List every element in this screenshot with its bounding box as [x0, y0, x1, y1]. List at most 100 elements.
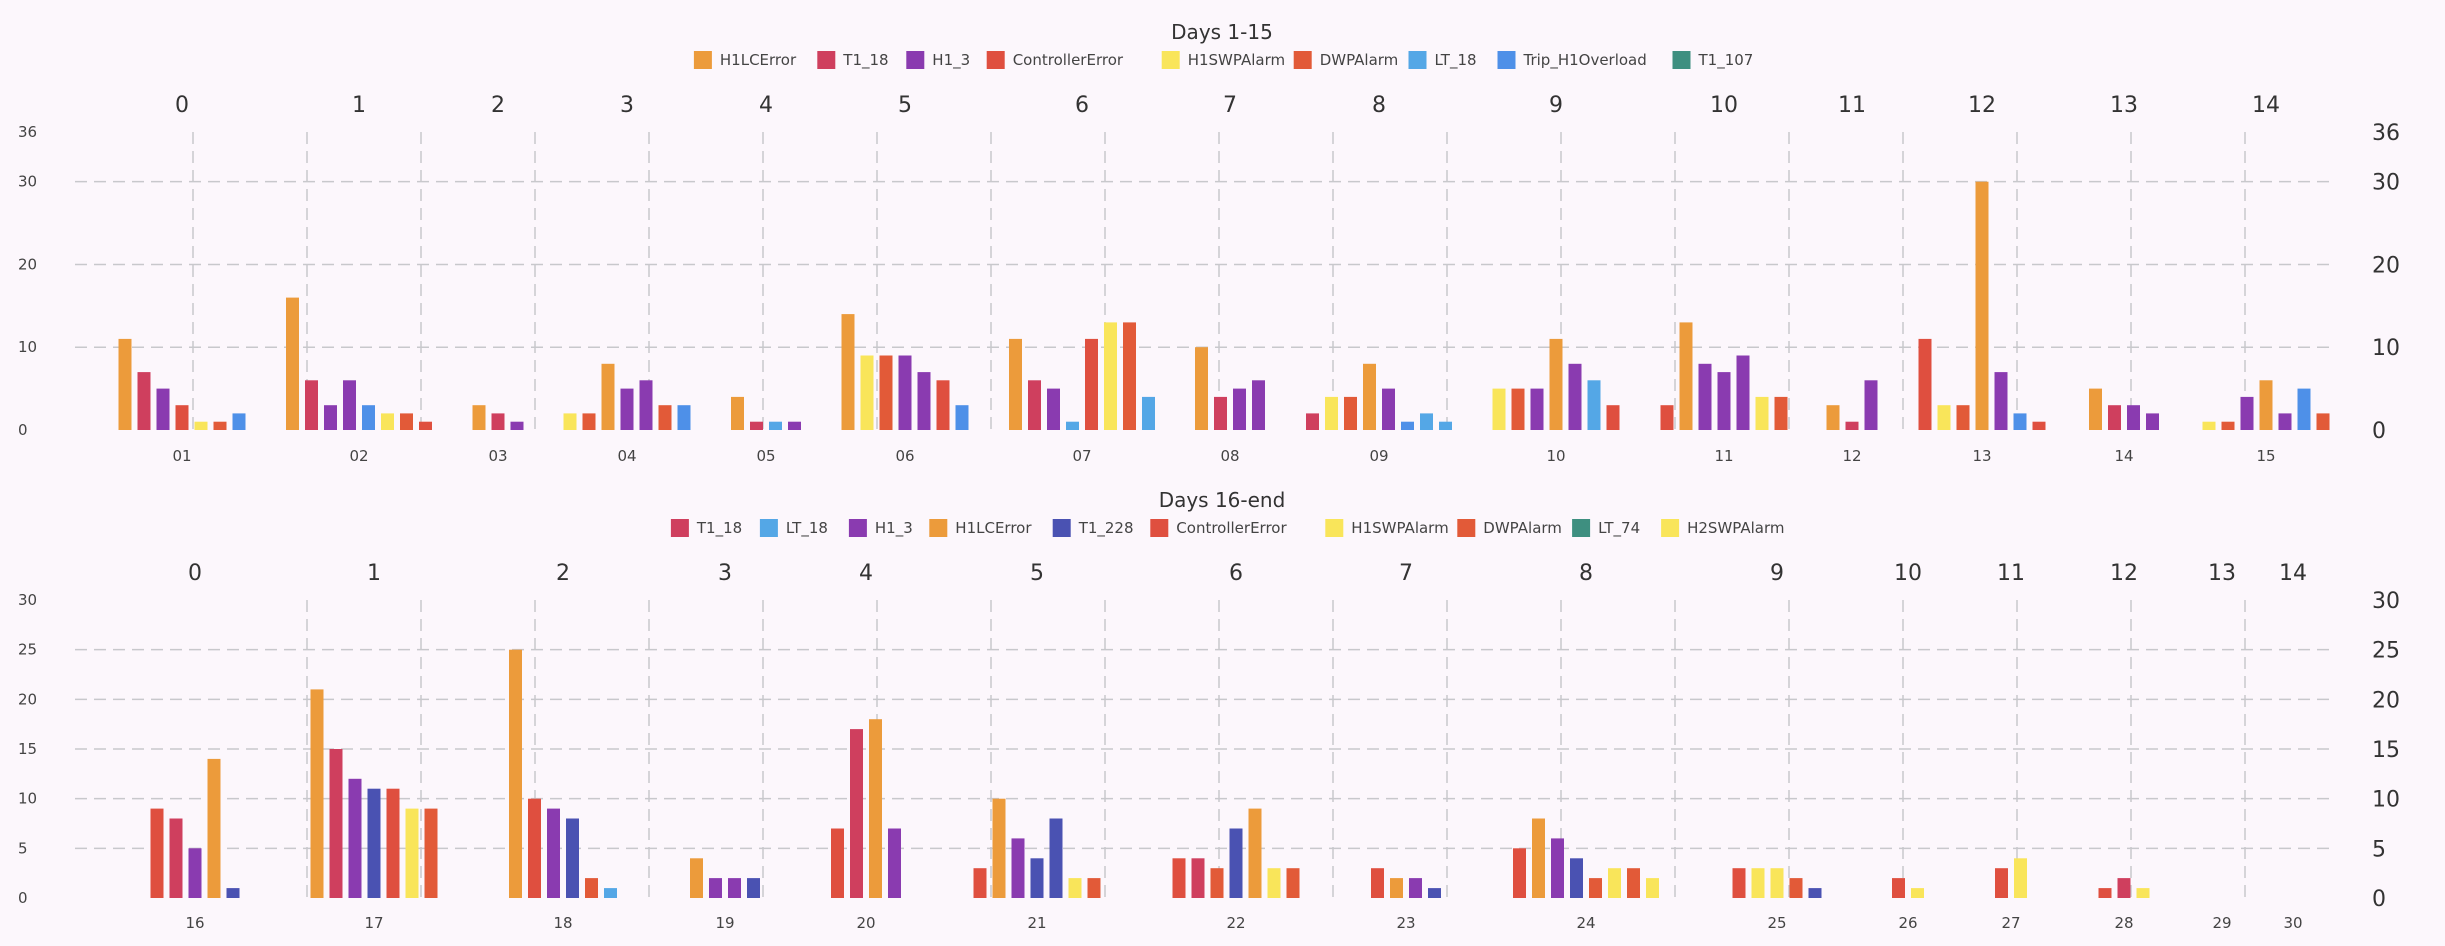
y-tick-right: 20 — [2372, 688, 2400, 713]
legend-label: T1_228 — [1078, 519, 1134, 538]
bar-09-h1lcerror — [1363, 363, 1376, 430]
bar-24-h1lcerror — [1532, 818, 1545, 898]
x-tick-top: 8 — [1579, 561, 1593, 586]
bar-13-dwpalarm — [1956, 405, 1970, 430]
bar-24-dwpalarm — [1627, 868, 1640, 898]
bar-20-h1lcerror — [869, 719, 882, 898]
x-tick-top: 12 — [1968, 93, 1996, 118]
legend-item-h1_3[interactable]: H1_3 — [848, 519, 913, 538]
legend-swatch — [1497, 51, 1516, 69]
bar-25-t1_228 — [1808, 888, 1822, 898]
bar-13-h1_3 — [1994, 372, 2008, 430]
bar-20-t1_18 — [850, 729, 863, 898]
bar-08-h1_3 — [1252, 380, 1265, 430]
bar-04-dwpalarm — [582, 413, 596, 430]
legend-item-controllererror[interactable]: ControllerError — [1150, 519, 1287, 537]
bar-17-t1_228 — [367, 788, 381, 898]
x-tick-bottom: 01 — [172, 447, 191, 465]
legend-swatch — [1661, 519, 1680, 537]
bar-15-trip_h1overload — [2297, 388, 2311, 430]
bar-14-t1_18 — [2108, 405, 2121, 430]
bar-11-h1_3 — [1717, 372, 1731, 430]
x-tick-top: 13 — [2110, 93, 2138, 118]
chart-panel-2: Days 16-end T1_18 LT_18 H1_3 H1LCError T1_228… — [18, 488, 2400, 932]
x-tick-top: 0 — [175, 93, 189, 118]
legend-item-h1lcerror[interactable]: H1LCError — [693, 51, 797, 69]
bar-25-controllererror — [1732, 868, 1746, 898]
bar-15-dwpalarm — [2221, 421, 2235, 430]
x-tick-top: 4 — [759, 93, 773, 118]
x-tick-top: 13 — [2208, 561, 2236, 586]
bar-16-t1_18 — [169, 818, 183, 898]
bar-01-h1lcerror — [118, 338, 132, 430]
legend-item-h1lcerror[interactable]: H1LCError — [929, 519, 1032, 537]
bar-02-h1_3 — [343, 380, 356, 430]
bar-18-dwpalarm — [585, 878, 598, 898]
x-tick-top: 0 — [188, 561, 202, 586]
bar-15-h1lcerror — [2259, 380, 2273, 430]
x-tick-bottom: 24 — [1576, 914, 1595, 932]
bar-10-controllererror — [1606, 405, 1620, 430]
legend-label: LT_18 — [786, 519, 828, 538]
x-tick-bottom: 21 — [1027, 914, 1046, 932]
bar-11-h1_3 — [1736, 355, 1750, 430]
legend-item-dwpalarm[interactable]: DWPAlarm — [1457, 519, 1562, 537]
bar-13-h1lcerror — [1975, 181, 1989, 430]
y-tick-left: 10 — [18, 338, 37, 356]
bar-22-dwpalarm — [1286, 868, 1300, 898]
bar-27-controllererror — [1995, 868, 2008, 898]
legend-item-lt_18[interactable]: LT_18 — [1408, 51, 1477, 70]
legend-item-controllererror[interactable]: ControllerError — [986, 51, 1124, 69]
legend-label: H1SWPAlarm — [1351, 519, 1448, 537]
bar-01-dwpalarm — [213, 421, 227, 430]
legend-swatch — [1572, 519, 1591, 537]
bar-06-dwpalarm — [879, 355, 893, 430]
bar-07-h1swpalarm — [1104, 322, 1117, 430]
x-tick-bottom: 26 — [1898, 914, 1917, 932]
bar-05-t1_18 — [750, 421, 763, 430]
x-tick-bottom: 04 — [617, 447, 636, 465]
bar-06-h1_3 — [898, 355, 912, 430]
bar-23-h1_3 — [1409, 878, 1422, 898]
legend-item-t1_107[interactable]: T1_107 — [1672, 51, 1754, 70]
bar-10-h1_3 — [1568, 363, 1582, 430]
x-tick-bottom: 30 — [2283, 914, 2302, 932]
legend-item-h1_3[interactable]: H1_3 — [906, 51, 970, 70]
bar-10-dwpalarm — [1511, 388, 1525, 430]
bar-17-controllererror — [386, 788, 400, 898]
bar-13-controllererror — [2032, 421, 2046, 430]
bar-07-h1_3 — [1047, 388, 1060, 430]
legend-item-lt_18[interactable]: LT_18 — [759, 519, 828, 538]
x-tick-bottom: 07 — [1072, 447, 1091, 465]
legend-item-t1_228[interactable]: T1_228 — [1052, 519, 1134, 538]
bar-16-controllererror — [150, 808, 164, 898]
bar-11-controllererror — [1660, 405, 1674, 430]
legend-item-h1swpalarm[interactable]: H1SWPAlarm — [1325, 519, 1449, 537]
legend-swatch — [1325, 519, 1344, 537]
y-tick-right: 10 — [2372, 336, 2400, 361]
y-tick-right: 15 — [2372, 738, 2400, 763]
legend-swatch — [848, 519, 867, 537]
legend-item-h2swpalarm[interactable]: H2SWPAlarm — [1661, 519, 1785, 537]
bar-24-controllererror — [1513, 848, 1526, 898]
legend-swatch — [693, 51, 712, 69]
bar-14-h1lcerror — [2089, 388, 2102, 430]
legend-item-dwpalarm[interactable]: DWPAlarm — [1293, 51, 1399, 69]
legend-item-trip_h1overload[interactable]: Trip_H1Overload — [1497, 51, 1647, 70]
x-tick-top: 3 — [718, 561, 732, 586]
bar-15-h1_3 — [2278, 413, 2292, 430]
legend-item-t1_18[interactable]: T1_18 — [817, 51, 889, 70]
x-tick-bottom: 19 — [715, 914, 734, 932]
legend-item-lt_74[interactable]: LT_74 — [1572, 519, 1640, 538]
x-tick-bottom: 29 — [2212, 914, 2231, 932]
legend-swatch — [1457, 519, 1476, 537]
bar-24-h1swpalarm — [1646, 878, 1659, 898]
bar-14-h1_3 — [2127, 405, 2140, 430]
legend-item-t1_18[interactable]: T1_18 — [670, 519, 742, 538]
y-tick-right: 20 — [2372, 253, 2400, 278]
legend-item-h1swpalarm[interactable]: H1SWPAlarm — [1161, 51, 1285, 69]
bar-02-t1_18 — [305, 380, 318, 430]
legend-swatch — [1052, 519, 1071, 537]
bar-24-t1_228 — [1570, 858, 1583, 898]
legend-label: DWPAlarm — [1320, 51, 1399, 69]
